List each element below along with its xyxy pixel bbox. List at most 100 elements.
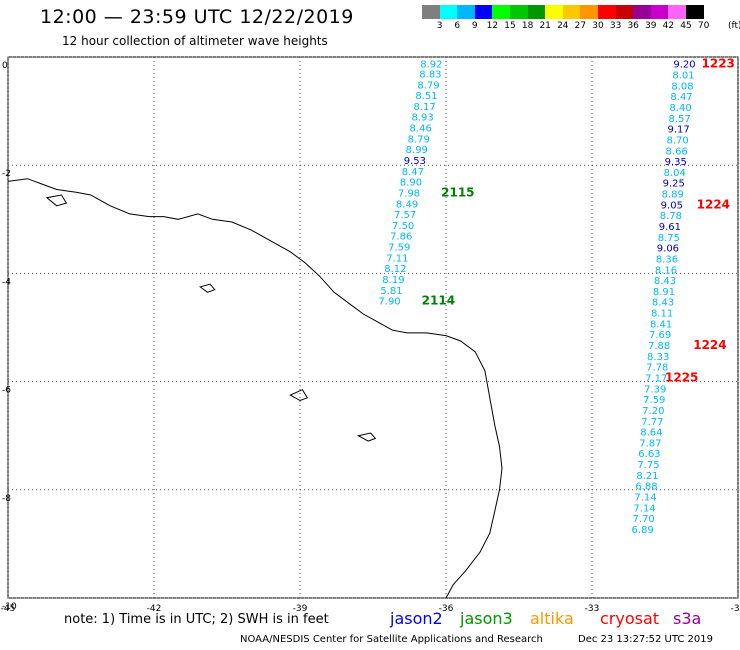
wave-height-value: 7.69 <box>649 330 671 341</box>
wave-height-value: 7.77 <box>641 417 663 428</box>
wave-height-value: 8.66 <box>666 146 688 157</box>
wave-height-value: 8.49 <box>396 199 418 210</box>
wave-height-value: 8.36 <box>656 254 678 265</box>
color-scale-label: 6 <box>454 21 461 31</box>
color-swatch <box>509 5 528 19</box>
color-swatch <box>580 5 598 19</box>
pass-time-label: 2114 <box>422 294 455 308</box>
color-scale-label: 27 <box>574 21 587 31</box>
color-scale-label: 12 <box>486 21 499 31</box>
pass-time-label: 1223 <box>702 57 735 71</box>
color-scale-label: 33 <box>609 21 622 31</box>
wave-height-value: 8.91 <box>653 287 675 298</box>
color-scale-label: 3 <box>436 21 443 31</box>
wave-height-value: 7.14 <box>634 493 656 504</box>
y-tick-label: -8 <box>2 494 11 504</box>
wave-height-value: 7.88 <box>648 341 670 352</box>
credits: NOAA/NESDIS Center for Satellite Applica… <box>240 634 543 645</box>
pass-time-label: 1225 <box>665 370 698 384</box>
wave-height-value: 9.17 <box>667 125 689 136</box>
x-tick-label: -30 <box>731 604 740 614</box>
color-swatch <box>597 5 616 19</box>
y-tick-label: -6 <box>2 386 11 396</box>
pass-time-label: 2115 <box>441 185 474 199</box>
color-swatch <box>650 5 669 19</box>
wave-height-value: 7.20 <box>642 406 664 417</box>
wave-height-value: 7.11 <box>386 253 408 264</box>
pass-time-label: 1224 <box>697 197 730 211</box>
wave-height-value: 8.33 <box>647 352 669 363</box>
color-swatch <box>633 5 651 19</box>
generated-timestamp: Dec 23 13:27:52 UTC 2019 <box>578 634 713 645</box>
wave-height-value: 7.39 <box>644 384 666 395</box>
color-scale-labels: 3 6 9 12 15 18 21 24 27 30 33 36 39 42 45 70 <box>422 21 740 35</box>
wave-height-value: 9.20 <box>673 60 695 71</box>
wave-height-value: 8.92 <box>420 60 442 71</box>
wave-height-value: 8.75 <box>658 233 680 244</box>
wave-height-value: 8.90 <box>400 178 422 189</box>
wave-height-value: 7.86 <box>390 232 412 243</box>
color-swatch <box>474 5 493 19</box>
wave-height-value: 8.12 <box>384 264 406 275</box>
wave-height-value: 9.53 <box>404 156 426 167</box>
color-swatch <box>457 5 475 19</box>
color-swatch <box>562 5 581 19</box>
wave-height-value: 8.40 <box>669 103 691 114</box>
wave-height-value: 9.05 <box>661 200 683 211</box>
wave-height-value: 7.59 <box>643 395 665 406</box>
wave-height-value: 8.46 <box>410 124 432 135</box>
color-swatch <box>527 5 546 19</box>
wave-height-value: 7.70 <box>632 514 654 525</box>
island <box>45 194 68 207</box>
y-tick-label: -2 <box>2 169 11 179</box>
wave-height-value: 7.59 <box>388 243 410 254</box>
wave-height-value: 8.19 <box>382 275 404 286</box>
wave-height-value: 6.88 <box>635 482 657 493</box>
wave-height-value: 9.61 <box>659 222 681 233</box>
color-scale-label: 42 <box>662 21 675 31</box>
color-scale-label: 18 <box>521 21 534 31</box>
y-tick-label: -4 <box>2 277 11 287</box>
wave-height-value: 8.51 <box>415 91 437 102</box>
x-tick-label: -39 <box>293 604 308 614</box>
color-scale-label: 15 <box>504 21 516 31</box>
color-scale-bar <box>422 5 704 19</box>
color-swatch <box>685 5 704 19</box>
wave-height-value: 7.75 <box>637 460 659 471</box>
color-scale-label: 9 <box>471 21 478 31</box>
wave-height-value: 8.41 <box>650 319 672 330</box>
wave-height-value: 8.93 <box>412 113 434 124</box>
map-frame <box>7 56 739 599</box>
y-tick-label: -10 <box>2 602 17 612</box>
wave-height-value: 8.83 <box>419 69 441 80</box>
wave-height-value: 8.17 <box>413 102 435 113</box>
wave-height-value: 6.63 <box>638 449 660 460</box>
color-scale-label: 30 <box>592 21 604 31</box>
mission-label-s3a: s3a <box>673 609 702 628</box>
wave-height-value: 8.47 <box>670 92 692 103</box>
footer-note: note: 1) Time is in UTC; 2) SWH is in fe… <box>64 612 329 627</box>
mission-label-altika: altika <box>530 609 574 628</box>
island <box>289 389 309 402</box>
island <box>199 283 216 293</box>
y-tick-label: 0 <box>2 61 8 71</box>
wave-height-value: 8.89 <box>662 190 684 201</box>
color-scale-label: 36 <box>627 21 639 31</box>
wave-height-value: 7.78 <box>646 363 668 374</box>
wave-height-value: 9.35 <box>665 157 687 168</box>
wave-height-value: 8.57 <box>668 114 690 125</box>
color-swatch <box>492 5 510 19</box>
color-scale-label: 70 <box>697 21 710 31</box>
pass-time-label: 1224 <box>693 338 726 352</box>
coastline <box>7 178 503 599</box>
wave-height-value: 8.43 <box>654 276 676 287</box>
color-swatch <box>545 5 563 19</box>
wave-height-value: 8.79 <box>408 134 430 145</box>
wave-height-value: 7.14 <box>633 503 655 514</box>
wave-height-value: 9.25 <box>663 179 685 190</box>
color-swatch <box>439 5 458 19</box>
x-tick-label: -33 <box>585 604 600 614</box>
color-swatch <box>615 5 634 19</box>
wave-height-value: 8.70 <box>667 135 689 146</box>
